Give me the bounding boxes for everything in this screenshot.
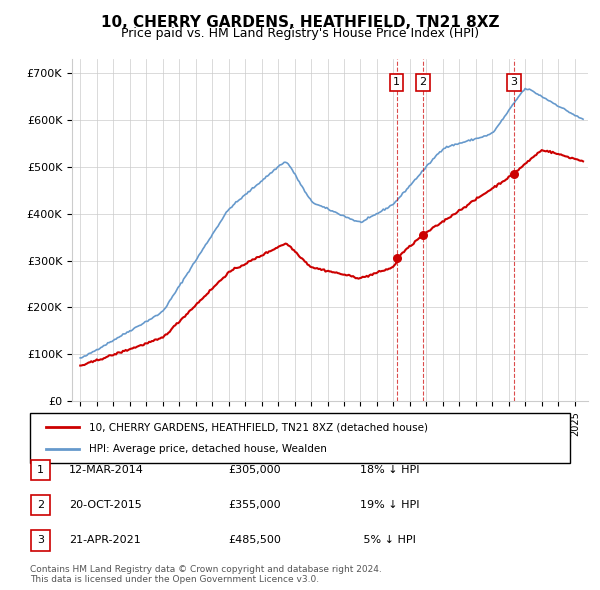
Text: 2: 2 bbox=[37, 500, 44, 510]
Text: 10, CHERRY GARDENS, HEATHFIELD, TN21 8XZ (detached house): 10, CHERRY GARDENS, HEATHFIELD, TN21 8XZ… bbox=[89, 422, 428, 432]
Text: Contains HM Land Registry data © Crown copyright and database right 2024.
This d: Contains HM Land Registry data © Crown c… bbox=[30, 565, 382, 584]
Text: 1: 1 bbox=[37, 465, 44, 474]
Text: £355,000: £355,000 bbox=[228, 500, 281, 510]
FancyBboxPatch shape bbox=[30, 413, 570, 463]
Text: Price paid vs. HM Land Registry's House Price Index (HPI): Price paid vs. HM Land Registry's House … bbox=[121, 27, 479, 40]
FancyBboxPatch shape bbox=[31, 460, 50, 480]
Text: £485,500: £485,500 bbox=[228, 536, 281, 545]
FancyBboxPatch shape bbox=[31, 530, 50, 550]
Text: HPI: Average price, detached house, Wealden: HPI: Average price, detached house, Weal… bbox=[89, 444, 327, 454]
Text: 3: 3 bbox=[37, 536, 44, 545]
Text: 20-OCT-2015: 20-OCT-2015 bbox=[69, 500, 142, 510]
FancyBboxPatch shape bbox=[31, 495, 50, 515]
Text: 18% ↓ HPI: 18% ↓ HPI bbox=[360, 465, 419, 474]
Point bbox=[418, 230, 428, 240]
Text: £305,000: £305,000 bbox=[228, 465, 281, 474]
Text: 3: 3 bbox=[511, 77, 517, 87]
Text: 1: 1 bbox=[393, 77, 400, 87]
Text: 19% ↓ HPI: 19% ↓ HPI bbox=[360, 500, 419, 510]
Text: 2: 2 bbox=[419, 77, 427, 87]
Point bbox=[509, 169, 518, 178]
Text: 21-APR-2021: 21-APR-2021 bbox=[69, 536, 141, 545]
Point bbox=[392, 254, 401, 263]
Text: 5% ↓ HPI: 5% ↓ HPI bbox=[360, 536, 416, 545]
Text: 12-MAR-2014: 12-MAR-2014 bbox=[69, 465, 144, 474]
Text: 10, CHERRY GARDENS, HEATHFIELD, TN21 8XZ: 10, CHERRY GARDENS, HEATHFIELD, TN21 8XZ bbox=[101, 15, 499, 30]
